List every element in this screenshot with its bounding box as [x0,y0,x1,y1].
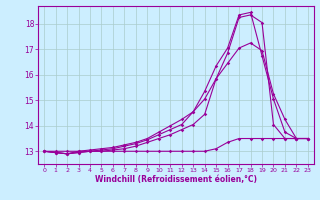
X-axis label: Windchill (Refroidissement éolien,°C): Windchill (Refroidissement éolien,°C) [95,175,257,184]
